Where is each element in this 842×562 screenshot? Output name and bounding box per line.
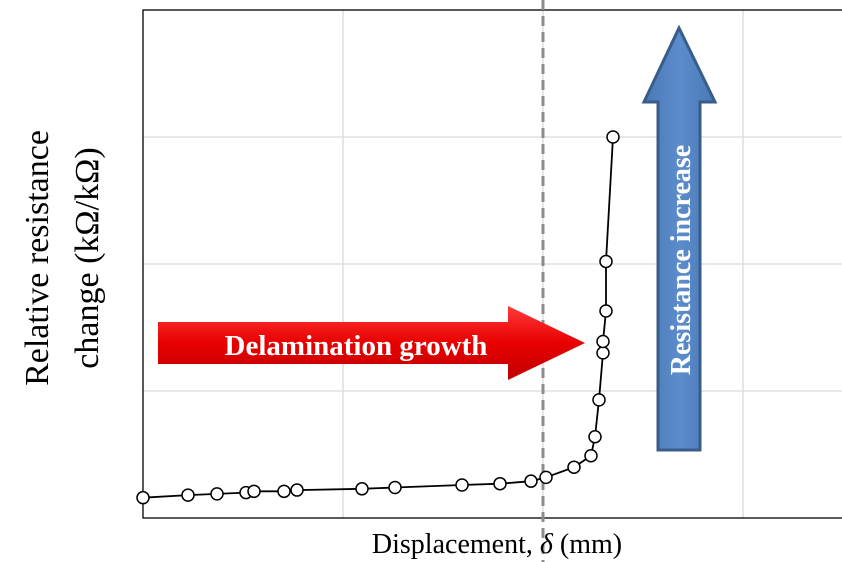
data-point [539, 470, 553, 485]
data-point [524, 474, 538, 488]
data-point [355, 482, 369, 496]
x-axis-label: Displacement, δ (mm) [372, 529, 622, 560]
data-point [592, 393, 606, 407]
data-point [599, 254, 613, 269]
y-axis-label-line2: change (kΩ/kΩ) [69, 147, 106, 368]
delamination-growth-label: Delamination growth [225, 330, 488, 362]
delamination-growth-arrow: Delamination growth [158, 306, 585, 380]
data-point [210, 487, 224, 501]
data-point [247, 484, 261, 499]
data-series [136, 130, 620, 505]
plot-area-frame [142, 9, 842, 519]
data-point [599, 304, 613, 318]
data-point [136, 490, 150, 505]
resistance-increase-label: Resistance increase [666, 145, 697, 375]
y-axis-label-line1: Relative resistance [19, 130, 56, 386]
data-point [588, 429, 602, 444]
data-point [584, 449, 598, 463]
data-point [493, 476, 507, 491]
data-point [567, 460, 581, 474]
gridlines [143, 10, 842, 518]
resistance-increase-arrow: Resistance increase [641, 24, 718, 452]
data-point [596, 334, 610, 349]
data-point [290, 483, 304, 497]
data-point [388, 480, 402, 495]
data-point [181, 488, 195, 502]
data-point [596, 346, 610, 360]
data-point [277, 484, 291, 499]
data-point [606, 130, 620, 144]
data-point [455, 478, 469, 492]
